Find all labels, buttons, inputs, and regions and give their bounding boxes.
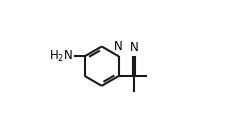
Text: N: N xyxy=(114,40,123,53)
Text: N: N xyxy=(129,41,138,54)
Text: H$_2$N: H$_2$N xyxy=(49,49,73,64)
